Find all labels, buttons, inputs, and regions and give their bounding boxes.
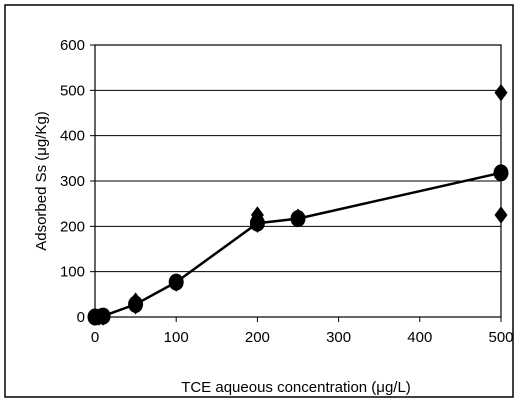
y-axis-ticks: 0 100 200 300 400 500 600: [60, 37, 95, 326]
x-tick-label: 400: [407, 329, 432, 346]
x-tick-label: 300: [326, 329, 351, 346]
x-axis-title: TCE aqueous concentration (μg/L): [181, 379, 411, 396]
y-tick-label: 200: [60, 218, 85, 235]
y-tick-label: 100: [60, 264, 85, 281]
diamond-point: [494, 206, 508, 224]
y-tick-label: 300: [60, 173, 85, 190]
circle-point: [493, 164, 509, 182]
circle-point: [128, 295, 144, 313]
y-tick-label: 500: [60, 82, 85, 99]
x-tick-label: 100: [164, 329, 189, 346]
circle-point: [95, 307, 111, 325]
diamond-point: [494, 83, 508, 102]
data-marks: [87, 83, 509, 326]
x-tick-label: 0: [91, 329, 99, 346]
chart-border: [4, 4, 514, 398]
x-axis-ticks: 0 100 200 300 400 500: [91, 317, 514, 346]
y-tick-label: 0: [77, 309, 85, 326]
x-tick-label: 200: [245, 329, 270, 346]
x-tick-label: 500: [488, 329, 513, 346]
circle-point: [168, 273, 184, 291]
circle-point: [249, 214, 265, 232]
circle-point: [290, 210, 306, 228]
y-axis-title: Adsorbed Ss (μg/Kg): [33, 111, 50, 251]
y-tick-label: 400: [60, 128, 85, 145]
y-tick-label: 600: [60, 37, 85, 54]
